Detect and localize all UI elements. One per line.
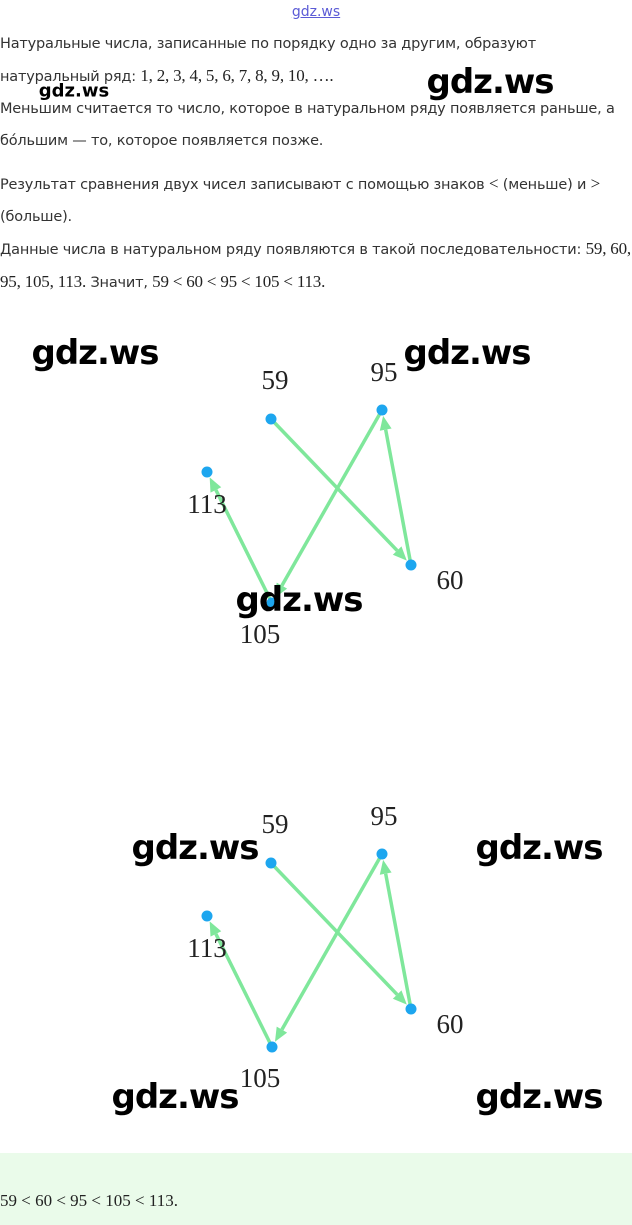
watermark: gdz.ws bbox=[403, 333, 531, 373]
arrow-line bbox=[269, 417, 399, 552]
arrow-line bbox=[383, 429, 413, 566]
node-label: 113 bbox=[187, 489, 227, 519]
arrow-head bbox=[209, 921, 222, 937]
arrow-line bbox=[280, 853, 384, 1031]
node-label: 60 bbox=[437, 1009, 464, 1039]
node-dot bbox=[265, 857, 277, 869]
node-label: 113 bbox=[187, 933, 227, 963]
node-label: 59 bbox=[262, 365, 289, 395]
arrow-line bbox=[214, 489, 274, 604]
arrow-head bbox=[274, 582, 288, 598]
watermark: gdz.ws bbox=[38, 80, 110, 102]
node-dot bbox=[201, 910, 213, 922]
text: (меньше) и bbox=[498, 177, 591, 193]
watermark: gdz.ws bbox=[475, 828, 603, 868]
text: Меньшим считается то число, которое в на… bbox=[0, 101, 615, 149]
paragraph: Натуральные числа, записанные по порядку… bbox=[0, 28, 632, 93]
node-dot bbox=[265, 413, 277, 425]
node-label: 60 bbox=[437, 565, 464, 595]
math: 59, 60, 95, 105, 113. bbox=[0, 239, 631, 291]
node-label: 105 bbox=[240, 619, 281, 649]
node-dot bbox=[201, 466, 213, 478]
math: < bbox=[488, 174, 499, 193]
arrow-head bbox=[209, 477, 222, 493]
watermark: gdz.ws bbox=[111, 1077, 239, 1117]
node-label: 105 bbox=[240, 1063, 281, 1093]
paragraph: Данные числа в натуральном ряду появляют… bbox=[0, 233, 632, 299]
watermark: gdz.ws bbox=[31, 333, 159, 373]
node-dot bbox=[376, 848, 388, 860]
arrow-head bbox=[392, 546, 407, 561]
node-dot bbox=[376, 404, 388, 416]
arrow-line bbox=[269, 861, 399, 996]
arrow-line bbox=[383, 873, 413, 1010]
arrow-line bbox=[280, 409, 384, 587]
text: Результат сравнения двух чисел записываю… bbox=[0, 177, 489, 193]
diagram: 59 95 113 60 105 bbox=[187, 357, 464, 649]
text: (больше). bbox=[0, 209, 72, 225]
arrow-line bbox=[214, 933, 274, 1048]
paragraph: Меньшим считается то число, которое в на… bbox=[0, 93, 632, 157]
arrow-head bbox=[379, 415, 392, 431]
node-dot bbox=[266, 597, 278, 609]
node-dot bbox=[266, 1041, 278, 1053]
arrow-head bbox=[392, 990, 407, 1005]
text: Натуральные числа, записанные по порядку… bbox=[0, 36, 536, 85]
node-dot bbox=[405, 1003, 417, 1015]
node-label: 59 bbox=[262, 809, 289, 839]
text: Данные числа в натуральном ряду появляют… bbox=[0, 242, 586, 258]
node-label: 95 bbox=[371, 357, 398, 387]
diagram: 59 95 113 60 105 bbox=[187, 801, 464, 1093]
arrow-head bbox=[379, 859, 392, 875]
math: 59 < 60 < 95 < 105 < 113. bbox=[152, 272, 326, 291]
watermark: gdz.ws bbox=[235, 580, 363, 620]
arrow-head bbox=[274, 1026, 288, 1042]
text: Значит, bbox=[86, 275, 153, 291]
node-label: 95 bbox=[371, 801, 398, 831]
math: > bbox=[590, 174, 601, 193]
watermark: gdz.ws bbox=[426, 62, 554, 102]
paragraph: Результат сравнения двух чисел записываю… bbox=[0, 168, 632, 233]
math: 1, 2, 3, 4, 5, 6, 7, 8, 9, 10, …. bbox=[140, 66, 334, 85]
watermark: gdz.ws bbox=[131, 828, 259, 868]
watermark: gdz.ws bbox=[475, 1077, 603, 1117]
answer-text: 59 < 60 < 95 < 105 < 113. bbox=[0, 1191, 178, 1210]
node-dot bbox=[405, 559, 417, 571]
watermark: gdz.ws bbox=[291, 4, 341, 20]
answer-box: 59 < 60 < 95 < 105 < 113. bbox=[0, 1153, 632, 1225]
